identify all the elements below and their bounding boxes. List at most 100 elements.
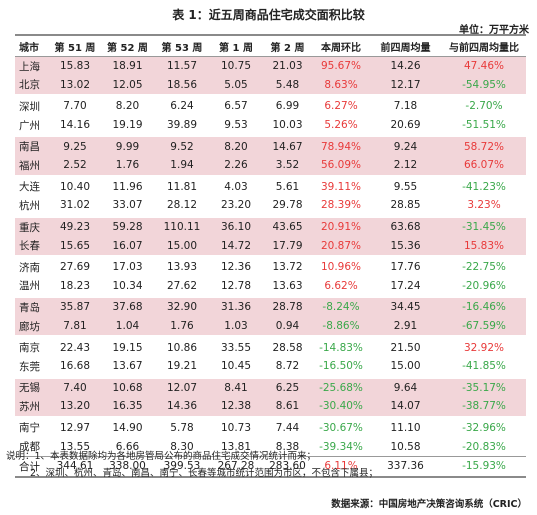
cell-avg4: 10.58 — [390, 440, 421, 453]
cell-wow: 5.26% — [324, 119, 358, 132]
cell-week51: 7.81 — [63, 320, 87, 333]
cell-week52: 14.90 — [112, 421, 143, 434]
cell-week2: 8.38 — [275, 440, 300, 453]
cell-week1: 10.73 — [220, 421, 252, 434]
cell-vs-avg: -54.95% — [462, 78, 506, 91]
table-row: 深圳 7.70 8.20 6.24 6.57 6.99 6.27% 7.18 -2.70% — [15, 94, 526, 116]
cell-vs-avg: -20.83% — [462, 440, 506, 453]
cell-city: 重庆 — [19, 221, 40, 234]
cell-avg4: 7.18 — [393, 100, 418, 113]
table-row: 福州 2.52 1.76 1.94 2.26 3.52 56.09% 2.12 66.07% — [15, 155, 526, 175]
cell-city: 苏州 — [19, 400, 40, 413]
cell-week51: 7.40 — [63, 381, 87, 394]
col-header-week53: 第 53 周 — [161, 42, 203, 54]
col-header-vs-avg: 与前四周均量比 — [449, 42, 519, 54]
table-row: 东莞 16.68 13.67 19.21 10.45 8.72 -16.50% 15.00 -4… — [15, 357, 526, 376]
cell-city: 杭州 — [19, 199, 40, 212]
table-row: 青岛 35.87 37.68 32.90 31.36 28.78 -8.24% 34.45 -1… — [15, 295, 526, 317]
cell-week52: 16.35 — [112, 400, 143, 413]
cell-week1: 8.41 — [224, 381, 248, 394]
table-row: 南宁 12.97 14.90 5.78 10.73 7.44 -30.67% 11.10 -32… — [15, 415, 526, 438]
cell-week51: 9.25 — [63, 140, 87, 153]
cell-week1: 12.78 — [220, 279, 252, 292]
col-header-week52: 第 52 周 — [107, 42, 148, 54]
cell-week52: 19.15 — [112, 341, 143, 354]
footnote-2: 2、深圳、杭州、青岛、南昌、南宁、长春等城市统计范围为市区，不包含下属县； — [30, 468, 379, 479]
total-week1: 267.28 — [217, 460, 255, 473]
cell-week51: 15.65 — [59, 239, 91, 252]
cell-vs-avg: -67.59% — [462, 320, 506, 333]
cell-wow: -25.68% — [319, 381, 363, 394]
cell-week51: 10.40 — [59, 180, 91, 193]
cell-week52: 18.91 — [112, 60, 143, 73]
cell-wow: -30.40% — [319, 400, 363, 413]
cell-avg4: 15.00 — [390, 360, 421, 373]
cell-week52: 10.34 — [112, 279, 143, 292]
col-header-week1: 第 1 周 — [219, 42, 253, 54]
cell-city: 温州 — [19, 280, 40, 293]
table-row: 广州 14.16 19.19 39.89 9.53 10.03 5.26% 20.69 -51.… — [15, 116, 526, 135]
table-row: 廊坊 7.81 1.04 1.76 1.03 0.94 -8.86% 2.91 -67.59% — [15, 316, 526, 336]
cell-city: 长春 — [19, 240, 40, 253]
cell-week52: 37.68 — [112, 301, 143, 314]
table-row: 重庆 49.23 59.28 110.11 36.10 43.65 20.91% 63.68 -… — [15, 214, 526, 237]
cell-wow: 6.62% — [324, 279, 358, 292]
cell-week1: 8.20 — [224, 140, 248, 153]
cell-week2: 5.61 — [275, 180, 300, 193]
cell-week52: 17.03 — [112, 261, 143, 274]
total-week2: 283.60 — [269, 460, 306, 473]
cell-week53: 1.76 — [170, 320, 194, 333]
cell-avg4: 17.76 — [390, 261, 421, 274]
cell-week52: 12.05 — [112, 78, 143, 91]
cell-week52: 1.04 — [115, 320, 140, 333]
cell-week51: 15.83 — [59, 60, 91, 73]
cell-city: 南京 — [19, 342, 40, 355]
cell-vs-avg: -51.51% — [462, 119, 506, 132]
total-wow: 6.11% — [324, 460, 358, 473]
cell-week2: 28.78 — [272, 301, 303, 314]
cell-wow: 8.63% — [324, 78, 358, 91]
cell-week51: 22.43 — [59, 341, 91, 354]
cell-vs-avg: 3.23% — [467, 199, 501, 212]
cell-week53: 27.62 — [166, 279, 198, 292]
cell-avg4: 34.45 — [390, 301, 421, 314]
cell-vs-avg: -2.70% — [465, 100, 503, 113]
cell-vs-avg: -16.46% — [462, 301, 506, 314]
cell-city: 青岛 — [19, 301, 40, 314]
cell-wow: 20.87% — [320, 239, 362, 252]
data-table: 城市 第 51 周 第 52 周 第 53 周 第 1 周 第 2 周 本周环比… — [15, 34, 526, 478]
table-row: 济南 27.69 17.03 13.93 12.36 13.72 10.96% 17.76 -2… — [15, 254, 526, 277]
cell-wow: 10.96% — [320, 261, 362, 274]
cell-week1: 31.36 — [220, 301, 252, 314]
table-row: 长春 15.65 16.07 15.00 14.72 17.79 20.87% 15.36 15… — [15, 236, 526, 255]
cell-week2: 14.67 — [272, 140, 303, 153]
table-row: 南京 22.43 19.15 10.86 33.55 28.58 -14.83% 21.50 3… — [15, 335, 526, 357]
cell-week53: 9.52 — [170, 140, 194, 153]
cell-week1: 12.36 — [220, 261, 252, 274]
total-week51: 344.61 — [56, 460, 94, 473]
cell-week1: 36.10 — [220, 221, 252, 234]
cell-vs-avg: -22.75% — [462, 261, 506, 274]
cell-week2: 21.03 — [272, 60, 303, 73]
cell-wow: 78.94% — [320, 140, 362, 153]
cell-week2: 0.94 — [275, 320, 300, 333]
cell-week53: 39.89 — [166, 119, 198, 132]
table-row: 苏州 13.20 16.35 14.36 12.38 8.61 -30.40% 14.07 -3… — [15, 397, 526, 416]
cell-week53: 11.81 — [166, 180, 198, 193]
cell-city: 深圳 — [19, 100, 40, 113]
cell-avg4: 2.91 — [393, 320, 418, 333]
cell-week51: 27.69 — [59, 261, 91, 274]
cell-week52: 13.67 — [112, 360, 143, 373]
cell-week52: 19.19 — [112, 119, 143, 132]
cell-week1: 23.20 — [220, 199, 252, 212]
cell-city: 无锡 — [19, 382, 40, 395]
total-label: 合计 — [19, 460, 40, 473]
cell-city: 成都 — [19, 441, 40, 454]
total-row: 合计 344.61 338.00 399.53 267.28 283.60 6.… — [15, 455, 526, 476]
cell-city: 福州 — [19, 159, 40, 172]
cell-week2: 8.61 — [275, 400, 300, 413]
col-header-wow: 本周环比 — [321, 42, 361, 54]
cell-week2: 8.72 — [275, 360, 300, 373]
cell-week2: 6.25 — [275, 381, 300, 394]
cell-city: 东莞 — [19, 360, 40, 373]
